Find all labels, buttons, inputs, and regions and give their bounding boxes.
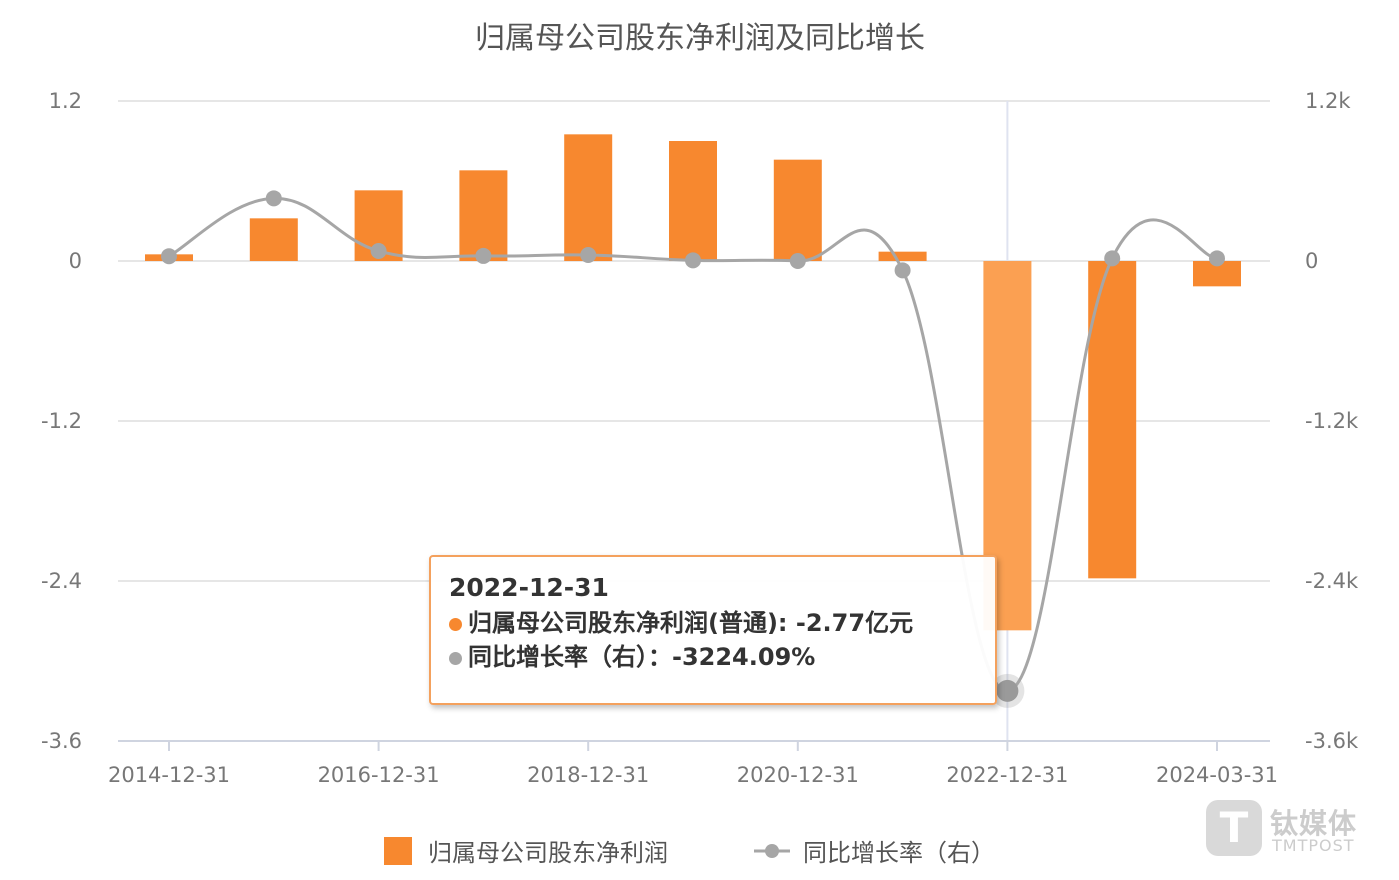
legend-label-profit[interactable]: 归属母公司股东净利润	[428, 839, 668, 867]
x-axis-tick: 2022-12-31	[946, 763, 1068, 787]
line-point[interactable]	[265, 190, 282, 207]
legend: 归属母公司股东净利润 同比增长率（右）	[384, 837, 995, 867]
left-axis-tick: -1.2	[41, 409, 82, 433]
line-point[interactable]	[161, 248, 177, 265]
tooltip-date: 2022-12-31	[449, 573, 609, 602]
x-axis-tick: 2020-12-31	[737, 763, 859, 787]
watermark-cn: 钛媒体	[1270, 807, 1358, 840]
line-point[interactable]	[685, 252, 701, 269]
bar[interactable]	[459, 170, 508, 261]
left-axis-tick: -3.6	[41, 729, 82, 753]
x-axis-tick: 2018-12-31	[527, 763, 649, 787]
right-axis-tick: 0	[1305, 249, 1318, 273]
tooltip-profit-text: 归属母公司股东净利润(普通): -2.77亿元	[468, 609, 914, 637]
right-axis-tick: 1.2k	[1305, 89, 1351, 113]
line-point[interactable]	[789, 253, 806, 269]
legend-label-growth[interactable]: 同比增长率（右）	[803, 839, 995, 867]
tooltip-row-profit: 归属母公司股东净利润(普通): -2.77亿元	[449, 606, 977, 640]
bar[interactable]	[564, 134, 613, 261]
bar[interactable]	[669, 141, 717, 261]
line-point[interactable]	[580, 247, 597, 263]
line-point[interactable]	[370, 243, 387, 259]
left-axis-tick: 0	[69, 249, 82, 273]
tooltip-dot-growth	[449, 651, 462, 665]
right-axis-tick: -2.4k	[1305, 569, 1359, 593]
chart-title: 归属母公司股东净利润及同比增长	[475, 21, 925, 56]
tooltip-dot-profit	[449, 617, 462, 631]
tooltip-growth-text: 同比增长率（右）：-3224.09%	[468, 643, 816, 671]
legend-bar-swatch[interactable]	[384, 837, 412, 865]
logo-glyph: T	[1219, 803, 1249, 852]
bar[interactable]	[1088, 261, 1137, 579]
legend-line-marker[interactable]	[765, 844, 779, 858]
left-axis-tick: 1.2	[49, 89, 82, 113]
tooltip-row-growth: 同比增长率（右）：-3224.09%	[449, 640, 977, 674]
x-axis-tick: 2024-03-31	[1156, 763, 1278, 787]
line-point[interactable]	[894, 262, 911, 279]
axes: 1.2 1.2k 0 0 -1.2 -1.2k -2.4 -2.4k -3.6 -3.6k	[41, 89, 1359, 753]
bar[interactable]	[773, 159, 822, 261]
left-axis-tick: -2.4	[41, 569, 82, 593]
watermark: T 钛媒体 TMTPOST	[1206, 800, 1381, 860]
line-point[interactable]	[996, 679, 1019, 702]
right-axis-tick: -3.6k	[1305, 729, 1359, 753]
watermark-en: TMTPOST	[1272, 836, 1355, 855]
line-point[interactable]	[1104, 250, 1121, 267]
tooltip: 2022-12-31 归属母公司股东净利润(普通): -2.77亿元 同比增长率…	[429, 555, 997, 705]
bar[interactable]	[249, 218, 298, 261]
growth-line	[161, 190, 1225, 708]
x-axis: 2014-12-31 2016-12-31 2018-12-31 2020-12-31…	[108, 740, 1278, 787]
tmtpost-logo-icon: T	[1206, 800, 1262, 856]
line-point[interactable]	[1209, 250, 1225, 267]
line-point[interactable]	[475, 247, 492, 264]
bar[interactable]	[878, 251, 927, 261]
right-axis-tick: -1.2k	[1305, 409, 1359, 433]
x-axis-tick: 2016-12-31	[318, 763, 440, 787]
x-axis-tick: 2014-12-31	[108, 763, 230, 787]
